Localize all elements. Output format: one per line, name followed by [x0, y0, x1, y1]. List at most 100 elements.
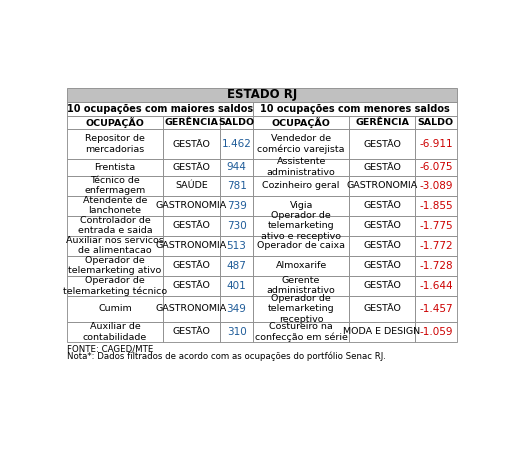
Bar	[349, 276, 415, 296]
Text: 739: 739	[226, 201, 246, 211]
Text: Cumim: Cumim	[98, 304, 132, 313]
Bar	[67, 216, 163, 236]
Bar	[220, 322, 253, 342]
Text: 944: 944	[226, 162, 246, 172]
Text: -1.457: -1.457	[419, 304, 453, 314]
Text: Vigia: Vigia	[289, 201, 313, 210]
Bar	[220, 175, 253, 196]
Bar	[67, 296, 163, 322]
Text: OCUPAÇÃO: OCUPAÇÃO	[272, 117, 331, 128]
Text: -1.728: -1.728	[419, 261, 453, 271]
Text: 730: 730	[227, 221, 246, 231]
Text: Operador de
telemarketing técnico: Operador de telemarketing técnico	[63, 276, 167, 296]
Text: -1.775: -1.775	[419, 221, 453, 231]
Bar	[220, 216, 253, 236]
Bar	[253, 256, 349, 276]
Text: Nota*: Dados filtrados de acordo com as ocupações do portfólio Senac RJ.: Nota*: Dados filtrados de acordo com as …	[67, 351, 386, 361]
Text: Costureiro na
confecção em série: Costureiro na confecção em série	[254, 322, 347, 342]
Bar	[67, 322, 163, 342]
Bar	[349, 216, 415, 236]
Bar	[67, 256, 163, 276]
Bar	[253, 296, 349, 322]
Bar	[349, 296, 415, 322]
Text: Auxiliar nos servicos
de alimentacao: Auxiliar nos servicos de alimentacao	[66, 236, 164, 256]
Text: FONTE: CAGED/MTE: FONTE: CAGED/MTE	[67, 344, 153, 353]
Bar	[253, 115, 349, 129]
Text: GESTÃO: GESTÃO	[173, 140, 211, 149]
Text: Atendente de
lanchonete: Atendente de lanchonete	[83, 196, 147, 215]
Text: 10 ocupações com menores saldos: 10 ocupações com menores saldos	[260, 104, 450, 113]
Text: GESTÃO: GESTÃO	[363, 221, 401, 230]
Text: OCUPAÇÃO: OCUPAÇÃO	[85, 117, 145, 128]
Text: Operador de caixa: Operador de caixa	[257, 241, 345, 250]
Bar	[163, 159, 220, 175]
Text: MODA E DESIGN: MODA E DESIGN	[343, 327, 421, 336]
Text: -3.089: -3.089	[419, 181, 453, 190]
Bar	[220, 129, 253, 159]
Bar	[163, 276, 220, 296]
Bar	[220, 236, 253, 256]
Text: Almoxarife: Almoxarife	[275, 261, 327, 270]
Bar	[67, 276, 163, 296]
Text: 310: 310	[227, 327, 246, 337]
Bar	[349, 159, 415, 175]
Text: GESTÃO: GESTÃO	[363, 163, 401, 172]
Text: -1.644: -1.644	[419, 281, 453, 291]
Bar	[67, 88, 457, 102]
Bar	[253, 216, 349, 236]
Bar	[349, 115, 415, 129]
Text: 401: 401	[227, 281, 246, 291]
Text: -1.855: -1.855	[419, 201, 453, 211]
Bar	[67, 236, 163, 256]
Bar	[163, 129, 220, 159]
Bar	[163, 322, 220, 342]
Bar	[349, 196, 415, 216]
Bar	[163, 256, 220, 276]
Text: GESTÃO: GESTÃO	[363, 281, 401, 290]
Bar	[253, 276, 349, 296]
Bar	[163, 216, 220, 236]
Text: GESTÃO: GESTÃO	[363, 261, 401, 270]
Text: 513: 513	[226, 241, 246, 251]
Text: GESTÃO: GESTÃO	[173, 221, 211, 230]
Text: 349: 349	[226, 304, 246, 314]
Bar	[67, 129, 163, 159]
Text: Auxiliar de
contabilidade: Auxiliar de contabilidade	[83, 322, 147, 341]
Text: -1.772: -1.772	[419, 241, 453, 251]
Text: -1.059: -1.059	[419, 327, 453, 337]
Bar	[415, 159, 457, 175]
Bar	[220, 276, 253, 296]
Bar	[163, 236, 220, 256]
Text: GESTÃO: GESTÃO	[173, 261, 211, 270]
Text: GESTÃO: GESTÃO	[363, 201, 401, 210]
Text: GASTRONOMIA: GASTRONOMIA	[156, 304, 227, 313]
Text: Técnico de
enfermagem: Técnico de enfermagem	[84, 176, 146, 196]
Text: GESTÃO: GESTÃO	[173, 163, 211, 172]
Text: 487: 487	[226, 261, 246, 271]
Text: Repositor de
mercadorias: Repositor de mercadorias	[85, 134, 145, 154]
Text: Operador de
telemarketing
ativo e receptivo: Operador de telemarketing ativo e recept…	[261, 211, 341, 241]
Bar	[253, 102, 457, 115]
Text: Frentista: Frentista	[95, 163, 135, 172]
Text: Assistente
administrativo: Assistente administrativo	[267, 158, 336, 177]
Bar	[220, 159, 253, 175]
Text: GESTÃO: GESTÃO	[173, 281, 211, 290]
Bar	[67, 196, 163, 216]
Bar	[220, 256, 253, 276]
Text: -6.075: -6.075	[419, 162, 453, 172]
Bar	[253, 159, 349, 175]
Text: GASTRONOMIA: GASTRONOMIA	[346, 181, 417, 190]
Bar	[415, 276, 457, 296]
Bar	[253, 129, 349, 159]
Text: GESTÃO: GESTÃO	[363, 140, 401, 149]
Text: GESTÃO: GESTÃO	[173, 327, 211, 336]
Bar	[415, 216, 457, 236]
Bar	[220, 115, 253, 129]
Text: Controlador de
entrada e saida: Controlador de entrada e saida	[78, 216, 152, 235]
Text: SALDO: SALDO	[219, 118, 254, 127]
Text: GASTRONOMIA: GASTRONOMIA	[156, 241, 227, 250]
Bar	[415, 196, 457, 216]
Text: GESTÃO: GESTÃO	[363, 304, 401, 313]
Text: GERÊNCIA: GERÊNCIA	[355, 118, 409, 127]
Bar	[349, 129, 415, 159]
